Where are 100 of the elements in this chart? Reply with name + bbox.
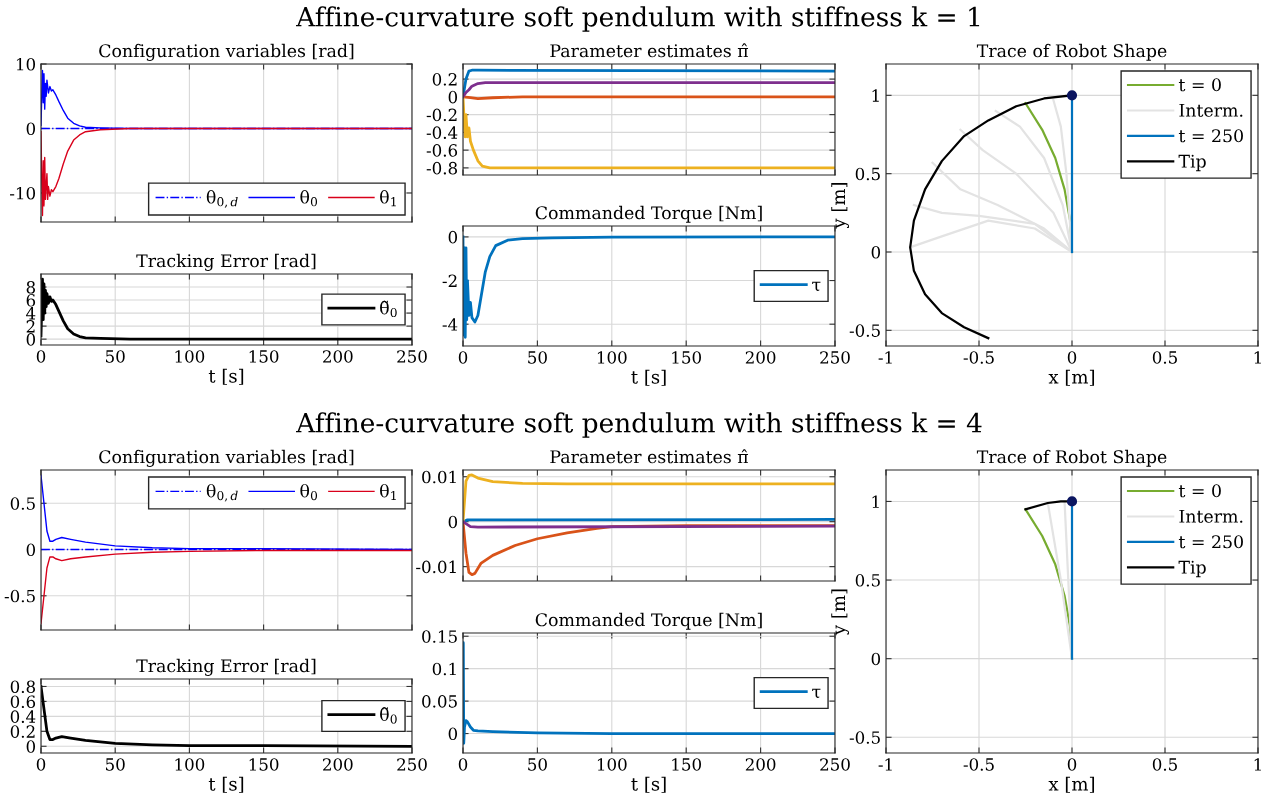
x-tick-label: 200 (323, 758, 353, 771)
y-tick-label: 0 (26, 740, 36, 753)
y-tick-label: 10 (16, 57, 36, 71)
legend-label: Tip (1178, 154, 1206, 172)
x-tick-label: 50 (106, 758, 125, 771)
y-tick-label: -0.01 (416, 560, 456, 574)
x-tick-label: 50 (528, 758, 547, 771)
y-tick-label: -0.2 (426, 108, 457, 122)
y-tick-label: 0.8 (10, 680, 36, 694)
x-tick-label: -0.5 (963, 758, 994, 771)
legend-label: t = 0 (1178, 484, 1221, 498)
y-tick-label: 0.1 (432, 662, 456, 676)
y-axis-title: y [m] (831, 182, 849, 229)
legend-label: t = 250 (1178, 535, 1243, 549)
x-tick-label: 1 (1254, 351, 1261, 364)
chart-title: Parameter estimates π̂ (550, 449, 749, 464)
y-tick-label: 1 (872, 89, 879, 102)
x-tick-label: 0 (36, 758, 46, 771)
y-tick-label: 0 (448, 230, 458, 244)
text: Affine-curvature soft pendulum with stiffness k = 4 (296, 412, 982, 438)
x-tick-label: 0.5 (1152, 758, 1177, 771)
y-tick-label: -0.5 (849, 324, 880, 337)
x-tick-label: 100 (597, 758, 627, 771)
x-tick-label: 0 (1067, 351, 1077, 364)
y-tick-label: 0.05 (422, 695, 457, 708)
legend-label: τ (812, 688, 821, 698)
y-tick-label: 6 (26, 294, 36, 307)
y-tick-label: 0.6 (10, 695, 36, 708)
x-tick-label: 50 (106, 350, 125, 363)
chart-title: Parameter estimates π̂ (550, 43, 749, 58)
chart-title: Configuration variables [rad] (99, 43, 354, 61)
y-tick-label: -10 (10, 186, 36, 200)
x-tick-label: 200 (745, 351, 776, 364)
x-tick-label: 200 (745, 758, 776, 771)
y-tick-label: 0 (26, 333, 36, 346)
legend-label: Interm. (1179, 509, 1243, 523)
legend-label: θ$_{0,d}$ (206, 483, 238, 502)
y-tick-label: 0.5 (855, 167, 880, 181)
y-tick-label: -0.8 (426, 161, 458, 175)
x-tick-label: 200 (323, 350, 353, 363)
y-tick-label: 0 (871, 652, 881, 666)
y-tick-label: -0.5 (4, 589, 35, 603)
x-axis-title: t [s] (631, 776, 666, 793)
y-tick-label: 0.2 (432, 73, 457, 86)
x-axis-title: t [s] (208, 368, 244, 385)
chart-title: Commanded Torque [Nm] (535, 612, 762, 630)
x-tick-label: 250 (397, 758, 427, 771)
x-tick-label: 0 (458, 351, 468, 364)
y-tick-label: 1 (872, 495, 879, 508)
x-axis-title: x [m] (1048, 776, 1095, 793)
legend-label: t = 0 (1178, 78, 1221, 92)
y-tick-label: 0.5 (10, 497, 35, 510)
y-tick-label: 0 (26, 122, 36, 136)
x-tick-label: 150 (672, 758, 701, 771)
legend-label: θ$_{0}$ (300, 483, 318, 501)
legend-label: θ$_{0,d}$ (206, 190, 238, 208)
x-tick-label: 1 (1254, 758, 1261, 771)
y-tick-label: -0.5 (849, 731, 880, 744)
x-tick-label: 50 (528, 351, 547, 364)
y-tick-label: -0.6 (426, 144, 458, 157)
legend-label: τ (812, 281, 821, 291)
legend-label: θ̃$_{0}$ (380, 707, 397, 724)
x-axis-title: t [s] (631, 369, 666, 386)
y-tick-label: 0.15 (422, 630, 457, 643)
x-tick-label: -0.5 (963, 351, 994, 364)
y-tick-label: 0.5 (855, 574, 880, 587)
x-tick-label: 250 (397, 350, 427, 363)
x-tick-label: 250 (820, 758, 850, 771)
x-tick-label: 150 (249, 350, 279, 363)
chart-title: Configuration variables [rad] (99, 449, 354, 467)
x-tick-label: -1 (878, 351, 892, 364)
legend-label: Interm. (1179, 103, 1243, 117)
chart-title: Trace of Robot Shape (976, 449, 1167, 467)
y-tick-label: 0.4 (10, 710, 36, 723)
legend-label: Tip (1178, 560, 1206, 578)
y-tick-label: 2 (26, 320, 35, 333)
y-axis-title: y [m] (831, 589, 849, 636)
y-tick-label: 0.2 (10, 725, 35, 738)
x-tick-label: 0 (36, 350, 46, 363)
y-tick-label: -0.4 (426, 126, 458, 139)
chart-title: Tracking Error [rad] (136, 658, 316, 676)
x-tick-label: 0 (1067, 758, 1077, 771)
y-tick-label: 0 (448, 515, 458, 529)
x-tick-label: 0 (458, 758, 468, 771)
x-tick-label: 100 (175, 350, 205, 363)
y-tick-label: 0 (26, 543, 36, 557)
x-tick-label: 0.5 (1152, 351, 1177, 364)
x-tick-label: 150 (672, 351, 701, 364)
y-tick-label: 0 (448, 90, 458, 104)
x-tick-label: 150 (249, 758, 279, 771)
chart-title: Tracking Error [rad] (136, 253, 316, 271)
y-tick-label: 0.01 (422, 470, 456, 484)
legend-label: t = 250 (1178, 129, 1243, 143)
x-tick-label: -1 (878, 758, 892, 771)
text: Affine-curvature soft pendulum with stiffness k = 1 (296, 6, 980, 32)
legend-label: θ̃$_{0}$ (380, 300, 397, 318)
y-tick-label: 4 (26, 307, 36, 320)
x-tick-label: 250 (820, 351, 850, 364)
y-tick-label: -2 (442, 274, 457, 287)
chart-title: Commanded Torque [Nm] (535, 205, 762, 223)
